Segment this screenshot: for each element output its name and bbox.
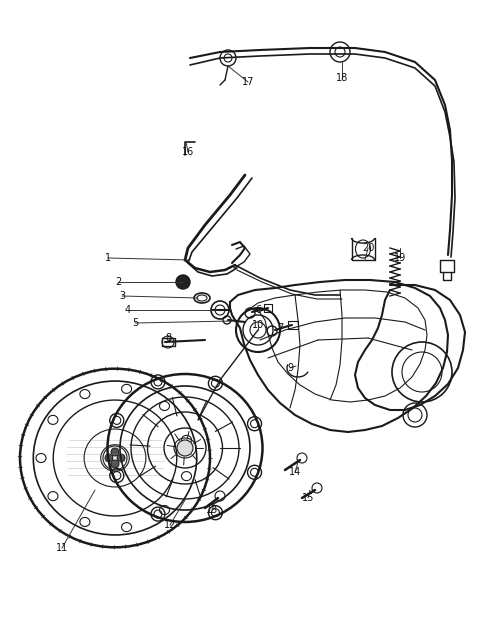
- Text: 16: 16: [182, 147, 194, 157]
- Text: 13: 13: [206, 505, 218, 515]
- Text: 18: 18: [336, 73, 348, 83]
- Text: 10: 10: [252, 320, 264, 330]
- Text: 12: 12: [164, 520, 176, 530]
- Text: 6: 6: [255, 305, 261, 315]
- Text: 9: 9: [287, 363, 293, 373]
- Text: 3: 3: [119, 291, 125, 301]
- Text: 15: 15: [302, 493, 314, 503]
- Text: 19: 19: [394, 253, 406, 263]
- Text: 20: 20: [362, 243, 374, 253]
- Circle shape: [176, 275, 190, 289]
- Text: 11: 11: [56, 543, 68, 553]
- Text: 7: 7: [277, 323, 283, 333]
- Circle shape: [111, 448, 119, 456]
- Circle shape: [177, 440, 193, 456]
- Circle shape: [117, 454, 125, 462]
- Circle shape: [105, 454, 113, 462]
- Text: 17: 17: [242, 77, 254, 87]
- Text: 5: 5: [132, 318, 138, 328]
- Text: 1: 1: [105, 253, 111, 263]
- Text: 8: 8: [165, 333, 171, 343]
- Text: 2: 2: [115, 277, 121, 287]
- Circle shape: [111, 460, 119, 468]
- Text: 14: 14: [289, 467, 301, 477]
- Text: 4: 4: [125, 305, 131, 315]
